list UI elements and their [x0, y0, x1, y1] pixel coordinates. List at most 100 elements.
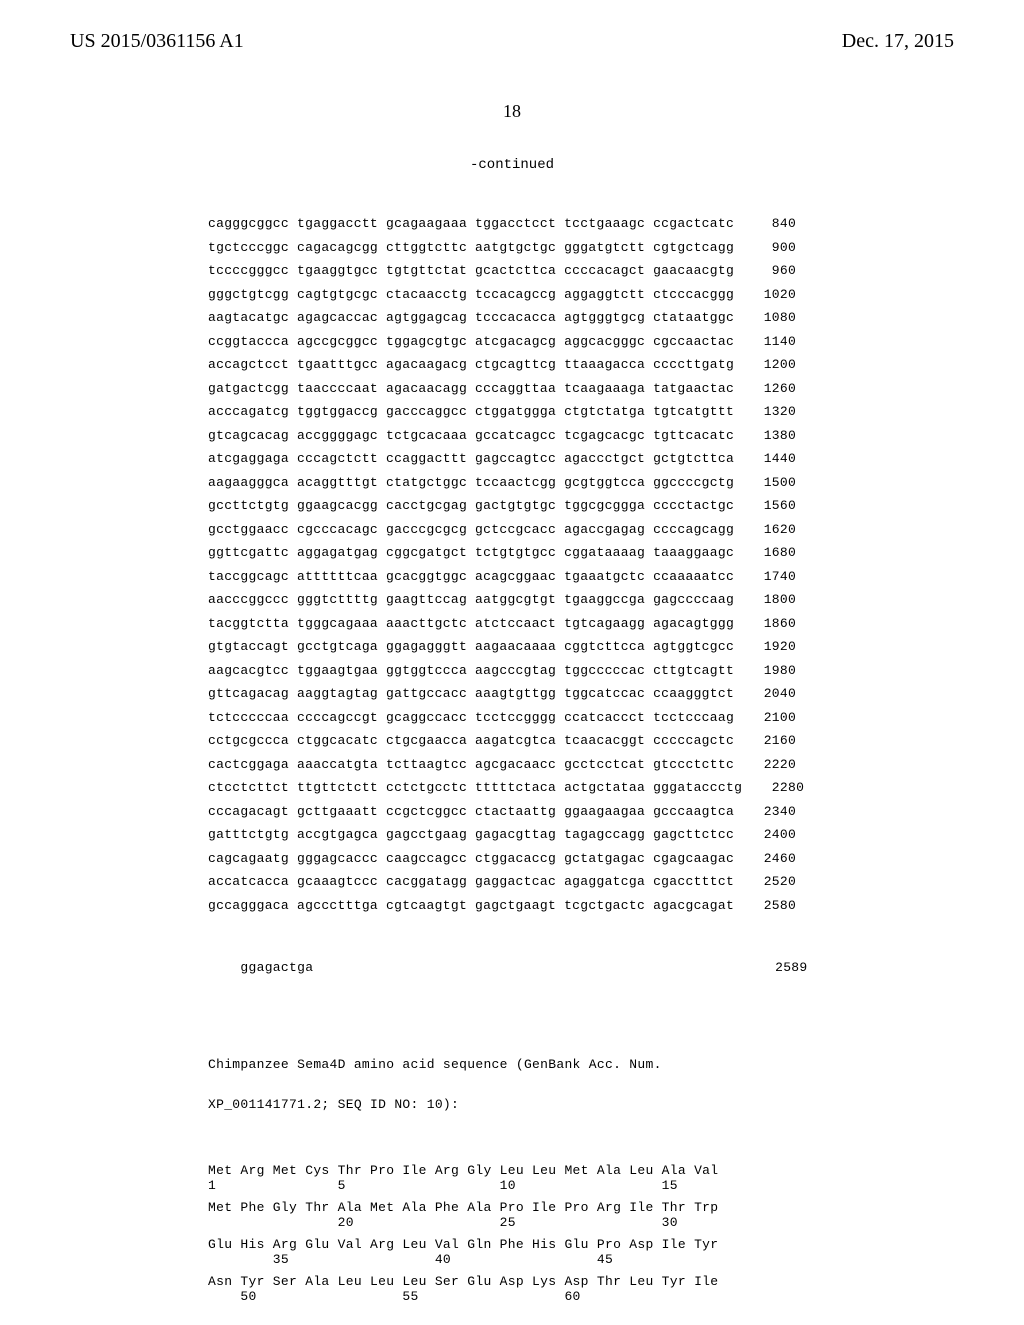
dna-chunk: cgagcaagac	[653, 852, 734, 865]
dna-chunk: gcacggtggc	[386, 570, 467, 583]
dna-chunk: tgaaggccga	[564, 593, 645, 606]
dna-chunk: tgaaggtgcc	[297, 264, 378, 277]
dna-sequence-line: cccagacagtgcttgaaattccgctcggccctactaattg…	[208, 805, 1024, 818]
dna-sequence-line: aacccggcccgggtcttttggaagttccagaatggcgtgt…	[208, 593, 1024, 606]
dna-sequence-block: cagggcggcctgaggaccttgcagaagaaatggacctcct…	[208, 217, 1024, 912]
dna-chunk: cagacagcgg	[297, 241, 378, 254]
dna-chunk: tgaggacctt	[297, 217, 378, 230]
dna-chunk: gtcagcacag	[208, 429, 289, 442]
dna-chunk: aaacttgctc	[386, 617, 467, 630]
dna-sequence-line: accatcaccagcaaagtccccacggatagggaggactcac…	[208, 875, 1024, 888]
dna-position: 1200	[756, 358, 796, 371]
protein-sequence-block: Met Arg Met Cys Thr Pro Ile Arg Gly Leu …	[208, 1164, 1024, 1303]
annotation-line-2: XP_001141771.2; SEQ ID NO: 10):	[208, 1098, 1024, 1111]
dna-chunk: gcctcctcat	[564, 758, 645, 771]
dna-chunk: cagggcggcc	[208, 217, 289, 230]
dna-sequence-line: gtgtaccagtgcctgtcagaggagagggttaagaacaaaa…	[208, 640, 1024, 653]
protein-aa-line: Met Phe Gly Thr Ala Met Ala Phe Ala Pro …	[208, 1201, 1024, 1214]
dna-chunk: tcccacacca	[475, 311, 556, 324]
dna-chunk: ggaagcacgg	[297, 499, 378, 512]
dna-chunk: ttgttctctt	[297, 781, 378, 794]
dna-position: 2340	[756, 805, 796, 818]
dna-sequence-line: gccttctgtgggaagcacggcacctgcgaggactgtgtgc…	[208, 499, 1024, 512]
dna-chunk: gatttctgtg	[208, 828, 289, 841]
dna-position: 2460	[756, 852, 796, 865]
dna-chunk: gctccgcacc	[475, 523, 556, 536]
dna-chunk: tagagccagg	[564, 828, 645, 841]
dna-chunk: gaggactcac	[475, 875, 556, 888]
dna-chunk: accatcacca	[208, 875, 289, 888]
dna-chunk: tcttaagtcc	[386, 758, 467, 771]
dna-chunk: tcgagcacgc	[564, 429, 645, 442]
dna-chunk: tggagcgtgc	[386, 335, 467, 348]
dna-position: 1500	[756, 476, 796, 489]
dna-chunk: agaccctgct	[564, 452, 645, 465]
protein-aa-line: Met Arg Met Cys Thr Pro Ile Arg Gly Leu …	[208, 1164, 1024, 1177]
dna-position: 1260	[756, 382, 796, 395]
dna-chunk: tcctcccaag	[653, 711, 734, 724]
dna-chunk: gagctgaagt	[475, 899, 556, 912]
dna-chunk: atctccaact	[475, 617, 556, 630]
dna-chunk: gagccccaag	[653, 593, 734, 606]
dna-chunk: gggtcttttg	[297, 593, 378, 606]
dna-chunk: gacccaggcc	[386, 405, 467, 418]
dna-chunk: cgacctttct	[653, 875, 734, 888]
dna-position: 840	[756, 217, 796, 230]
dna-chunk: agacagtggg	[653, 617, 734, 630]
dna-chunk: aggaggtctt	[564, 288, 645, 301]
protein-aa-line: Glu His Arg Glu Val Arg Leu Val Gln Phe …	[208, 1238, 1024, 1251]
dna-chunk: atcgaggaga	[208, 452, 289, 465]
dna-chunk: tgtcatgttt	[653, 405, 734, 418]
dna-chunk: aatggcgtgt	[475, 593, 556, 606]
dna-chunk: agaccgagag	[564, 523, 645, 536]
dna-chunk: cttgtcagtt	[653, 664, 734, 677]
dna-chunk: aaaccatgta	[297, 758, 378, 771]
dna-chunk: agtggtcgcc	[653, 640, 734, 653]
dna-chunk: cccccagctc	[653, 734, 734, 747]
dna-sequence-line: ctcctcttctttgttctcttcctctgcctctttttctaca…	[208, 781, 1024, 794]
dna-chunk: ggagagggtt	[386, 640, 467, 653]
dna-chunk: gctgtcttca	[653, 452, 734, 465]
dna-chunk: ggaagaagaa	[564, 805, 645, 818]
dna-chunk: tcgctgactc	[564, 899, 645, 912]
dna-chunk: cgccaactac	[653, 335, 734, 348]
dna-chunk: ccaggacttt	[386, 452, 467, 465]
dna-chunk: tatgaactac	[653, 382, 734, 395]
dna-chunk: gggataccctg	[653, 781, 742, 794]
dna-sequence-line: cactcggagaaaaccatgtatcttaagtccagcgacaacc…	[208, 758, 1024, 771]
dna-chunk: gagcttctcc	[653, 828, 734, 841]
dna-chunk: ctggacaccg	[475, 852, 556, 865]
dna-chunk: gagacgttag	[475, 828, 556, 841]
dna-chunk: gcagaagaaa	[386, 217, 467, 230]
dna-chunk: cccaggttaa	[475, 382, 556, 395]
dna-position: 2040	[756, 687, 796, 700]
dna-chunk: gccatcagcc	[475, 429, 556, 442]
dna-position: 1440	[756, 452, 796, 465]
dna-position: 2520	[756, 875, 796, 888]
dna-chunk: tccaactcgg	[475, 476, 556, 489]
dna-chunk: agacgcagat	[653, 899, 734, 912]
dna-chunk: gcgtggtcca	[564, 476, 645, 489]
dna-chunk: ccgactcatc	[653, 217, 734, 230]
dna-chunk: atcgacagcg	[475, 335, 556, 348]
dna-chunk: agccctttga	[297, 899, 378, 912]
dna-position: 1560	[756, 499, 796, 512]
dna-terminal-line: ggagactga 2589	[208, 948, 1024, 987]
dna-chunk: ccatcaccct	[564, 711, 645, 724]
dna-chunk: gctatgagac	[564, 852, 645, 865]
dna-chunk: aagaacaaaa	[475, 640, 556, 653]
dna-chunk: tttttctaca	[475, 781, 556, 794]
dna-chunk: gcactcttca	[475, 264, 556, 277]
dna-chunk: gcccaagtca	[653, 805, 734, 818]
dna-position: 2580	[756, 899, 796, 912]
dna-chunk: cacggatagg	[386, 875, 467, 888]
dna-chunk: cgtcaagtgt	[386, 899, 467, 912]
dna-chunk: tgctcccggc	[208, 241, 289, 254]
dna-sequence-line: aagcacgtcctggaagtgaaggtggtcccaaagcccgtag…	[208, 664, 1024, 677]
dna-chunk: cagcagaatg	[208, 852, 289, 865]
dna-chunk: aaggtagtag	[297, 687, 378, 700]
dna-chunk: gtgtaccagt	[208, 640, 289, 653]
dna-chunk: cggcgatgct	[386, 546, 467, 559]
dna-terminal-text: ggagactga	[240, 961, 313, 974]
dna-chunk: cctgcgccca	[208, 734, 289, 747]
